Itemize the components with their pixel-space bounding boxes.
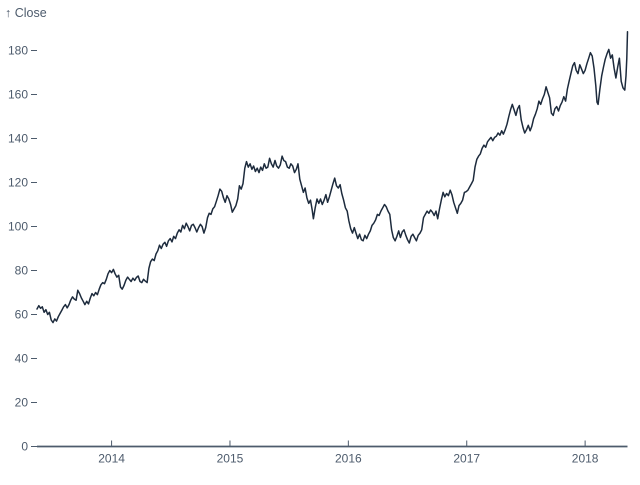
y-axis-tick-label: 120 (8, 176, 28, 190)
y-axis-title: ↑ Close (5, 6, 47, 20)
y-axis-tick-label: 80 (15, 264, 29, 278)
y-axis-tick-label: 20 (15, 396, 29, 410)
y-axis-tick-label: 180 (8, 44, 28, 58)
y-axis-tick-label: 100 (8, 220, 28, 234)
y-axis-tick-label: 60 (15, 308, 29, 322)
y-axis-tick-label: 40 (15, 352, 29, 366)
x-axis-tick-label: 2014 (98, 452, 125, 466)
close-price-line (36, 31, 629, 324)
x-axis-tick-label: 2018 (572, 452, 599, 466)
x-axis-tick-label: 2016 (335, 452, 362, 466)
y-axis-tick-label: 0 (21, 440, 28, 454)
y-axis-tick-label: 160 (8, 88, 28, 102)
x-axis-tick-label: 2015 (217, 452, 244, 466)
x-axis-tick-label: 2017 (453, 452, 480, 466)
y-axis-tick-label: 140 (8, 132, 28, 146)
